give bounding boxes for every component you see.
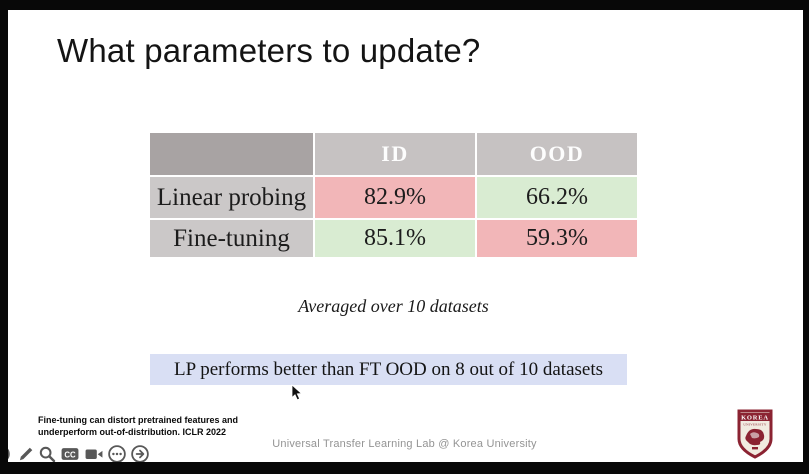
logo-korea-label: KOREA	[741, 415, 769, 422]
cell-lp-id: 82.9%	[315, 177, 475, 218]
footer-lab-text: Universal Transfer Learning Lab @ Korea …	[272, 438, 537, 450]
citation-line-1: Fine-tuning can distort pretrained featu…	[38, 415, 239, 425]
row-label-linear-probing: Linear probing	[150, 177, 313, 218]
pen-icon[interactable]	[17, 445, 35, 463]
citation-text: Fine-tuning can distort pretrained featu…	[38, 415, 238, 438]
citation-line-2: underperform out-of-distribution. ICLR 2…	[38, 426, 226, 437]
table-row: Fine-tuning 85.1% 59.3%	[150, 220, 637, 257]
korea-university-logo: KOREA UNIVERSITY	[737, 409, 773, 459]
row-label-fine-tuning: Fine-tuning	[150, 220, 313, 257]
cell-ft-id: 85.1%	[315, 220, 475, 257]
table-header-row: ID OOD	[150, 133, 637, 175]
logo-tiger-emblem	[745, 428, 765, 450]
column-header-ood: OOD	[477, 133, 637, 175]
cc-label: CC	[64, 450, 76, 459]
closed-captions-icon[interactable]: CC	[61, 445, 79, 463]
column-header-id: ID	[315, 133, 475, 175]
table-caption: Averaged over 10 datasets	[298, 296, 489, 316]
letterbox-left-bar	[0, 0, 8, 474]
more-options-icon[interactable]	[108, 445, 126, 463]
highlight-statement: LP performs better than FT OOD on 8 out …	[150, 354, 627, 385]
letterbox-bottom-bar	[0, 462, 809, 474]
slide-title: What parameters to update?	[57, 32, 481, 69]
letterbox-right-bar	[803, 0, 809, 474]
magnifier-icon[interactable]	[38, 445, 56, 463]
camera-icon[interactable]	[85, 445, 103, 463]
table-corner-cell	[150, 133, 313, 175]
cell-lp-ood: 66.2%	[477, 177, 637, 218]
mouse-cursor-icon	[291, 384, 303, 401]
next-slide-icon[interactable]	[131, 445, 149, 463]
table-row: Linear probing 82.9% 66.2%	[150, 177, 637, 218]
letterbox-top-bar	[0, 0, 809, 10]
cell-ft-ood: 59.3%	[477, 220, 637, 257]
results-table: ID OOD Linear probing 82.9% 66.2% Fine-t…	[148, 131, 639, 259]
logo-university-label: UNIVERSITY	[743, 423, 767, 427]
